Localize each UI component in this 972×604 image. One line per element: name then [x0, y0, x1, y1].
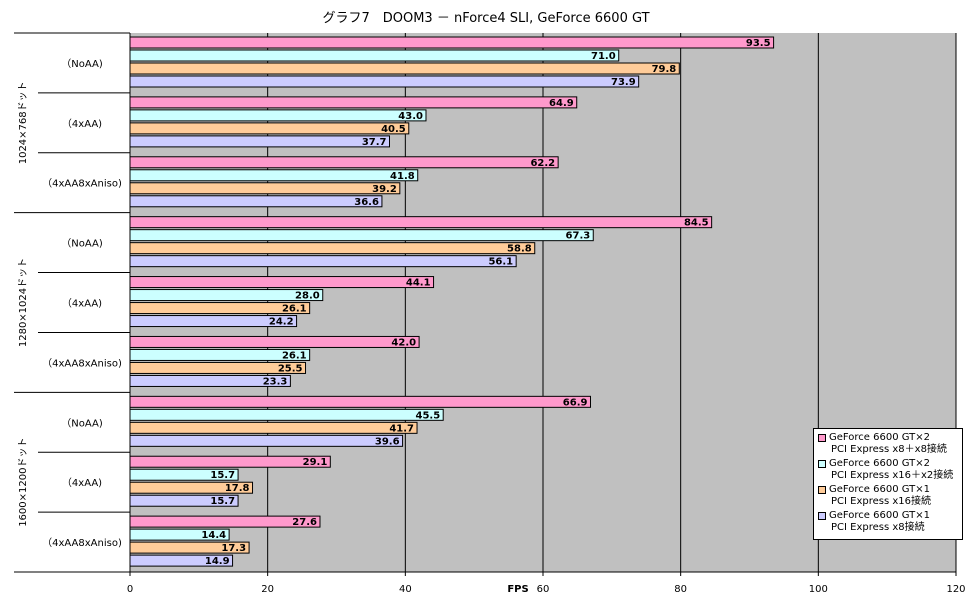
legend-swatch — [818, 434, 826, 442]
legend-label-line1: GeForce 6600 GT×2 — [829, 432, 931, 443]
bar — [129, 335, 420, 348]
x-tick-label: 40 — [399, 584, 412, 595]
data-label: 36.6 — [354, 197, 379, 208]
bar — [129, 242, 536, 255]
category-label: （4xAA) — [62, 298, 102, 310]
data-label: 67.3 — [566, 231, 591, 242]
bar — [129, 156, 559, 169]
data-label: 25.5 — [278, 363, 303, 374]
data-label: 37.7 — [362, 137, 387, 148]
data-label: 15.7 — [210, 496, 235, 507]
legend-swatch — [818, 512, 826, 520]
data-label: 43.0 — [398, 111, 423, 122]
data-label: 26.1 — [282, 350, 307, 361]
data-label: 93.5 — [746, 38, 771, 49]
legend-item: GeForce 6600 GT×2 PCI Express x16＋x2接続 — [817, 458, 959, 482]
data-label: 28.0 — [295, 291, 320, 302]
data-label: 84.5 — [684, 218, 709, 229]
data-label: 17.3 — [221, 543, 246, 554]
legend-item: GeForce 6600 GT×1 PCI Express x16接続 — [817, 484, 959, 508]
legend-label-line2: PCI Express x8＋x8接続 — [831, 444, 947, 455]
category-label: （NoAA) — [61, 238, 103, 250]
data-label: 26.1 — [282, 304, 307, 315]
bar — [129, 109, 427, 122]
bar — [129, 195, 383, 208]
data-label: 42.0 — [391, 337, 416, 348]
bar — [129, 276, 435, 289]
bar — [129, 395, 591, 408]
bar — [129, 36, 775, 49]
category-label: （4xAA) — [62, 118, 102, 130]
bar — [129, 169, 419, 182]
chart-title: グラフ7 DOOM3 － nForce4 SLI, GeForce 6600 G… — [322, 11, 650, 26]
bar — [129, 289, 324, 302]
bar — [129, 182, 401, 195]
data-label: 66.9 — [563, 397, 588, 408]
data-label: 64.9 — [549, 98, 574, 109]
x-tick-label: 120 — [946, 584, 965, 595]
x-tick-label: 100 — [809, 584, 828, 595]
bar — [129, 135, 391, 148]
bar — [129, 421, 418, 434]
legend-item: GeForce 6600 GT×1 PCI Express x8接続 — [817, 510, 959, 534]
x-tick-label: 60 — [537, 584, 550, 595]
data-label: 40.5 — [381, 124, 406, 135]
bar — [129, 75, 640, 88]
data-label: 29.1 — [303, 457, 328, 468]
bar — [129, 408, 444, 421]
data-label: 17.8 — [225, 483, 250, 494]
bar — [129, 434, 404, 447]
x-tick-label: 0 — [127, 584, 133, 595]
x-axis-title: FPS — [507, 584, 528, 595]
data-label: 62.2 — [530, 158, 555, 169]
data-label: 44.1 — [406, 278, 431, 289]
legend-item: GeForce 6600 GT×2 PCI Express x8＋x8接続 — [817, 432, 959, 456]
data-label: 27.6 — [292, 517, 317, 528]
bar — [129, 49, 620, 62]
data-label: 14.9 — [205, 556, 230, 567]
chart-legend: GeForce 6600 GT×2 PCI Express x8＋x8接続 Ge… — [813, 428, 963, 540]
data-label: 23.3 — [263, 376, 288, 387]
bar — [129, 229, 594, 242]
data-label: 56.1 — [488, 257, 513, 268]
legend-label-line1: GeForce 6600 GT×1 — [829, 484, 931, 495]
data-label: 71.0 — [591, 51, 616, 62]
data-label: 15.7 — [210, 470, 235, 481]
category-label: （NoAA) — [61, 58, 103, 70]
x-tick-label: 20 — [261, 584, 274, 595]
bar — [129, 62, 680, 75]
category-label: （4xAA8xAniso) — [42, 178, 122, 190]
data-label: 39.2 — [372, 184, 397, 195]
bar — [129, 455, 331, 468]
bar — [129, 96, 578, 109]
group-label: 1600×1200ドット — [18, 438, 29, 527]
category-label: （4xAA8xAniso) — [42, 537, 122, 549]
data-label: 58.8 — [507, 244, 532, 255]
data-label: 45.5 — [416, 410, 441, 421]
data-label: 14.4 — [201, 530, 226, 541]
group-label: 1280×1024ドット — [18, 258, 29, 347]
data-label: 41.8 — [390, 171, 415, 182]
legend-label-line1: GeForce 6600 GT×2 — [829, 458, 931, 469]
category-label: （NoAA) — [61, 417, 103, 429]
data-label: 79.8 — [652, 64, 677, 75]
data-label: 39.6 — [375, 436, 400, 447]
group-label: 1024×768ドット — [18, 81, 29, 164]
legend-label-line2: PCI Express x16接続 — [831, 496, 932, 507]
bar — [129, 216, 713, 229]
data-label: 73.9 — [611, 77, 636, 88]
legend-label-line2: PCI Express x8接続 — [831, 522, 925, 533]
legend-label-line1: GeForce 6600 GT×1 — [829, 510, 931, 521]
x-tick-label: 80 — [674, 584, 687, 595]
data-label: 24.2 — [269, 317, 294, 328]
category-label: （4xAA8xAniso) — [42, 357, 122, 369]
legend-swatch — [818, 486, 826, 494]
legend-swatch — [818, 460, 826, 468]
category-label: （4xAA) — [62, 477, 102, 489]
data-label: 41.7 — [389, 423, 414, 434]
bar — [129, 255, 517, 268]
bar — [129, 122, 410, 135]
legend-label-line2: PCI Express x16＋x2接続 — [831, 470, 954, 481]
